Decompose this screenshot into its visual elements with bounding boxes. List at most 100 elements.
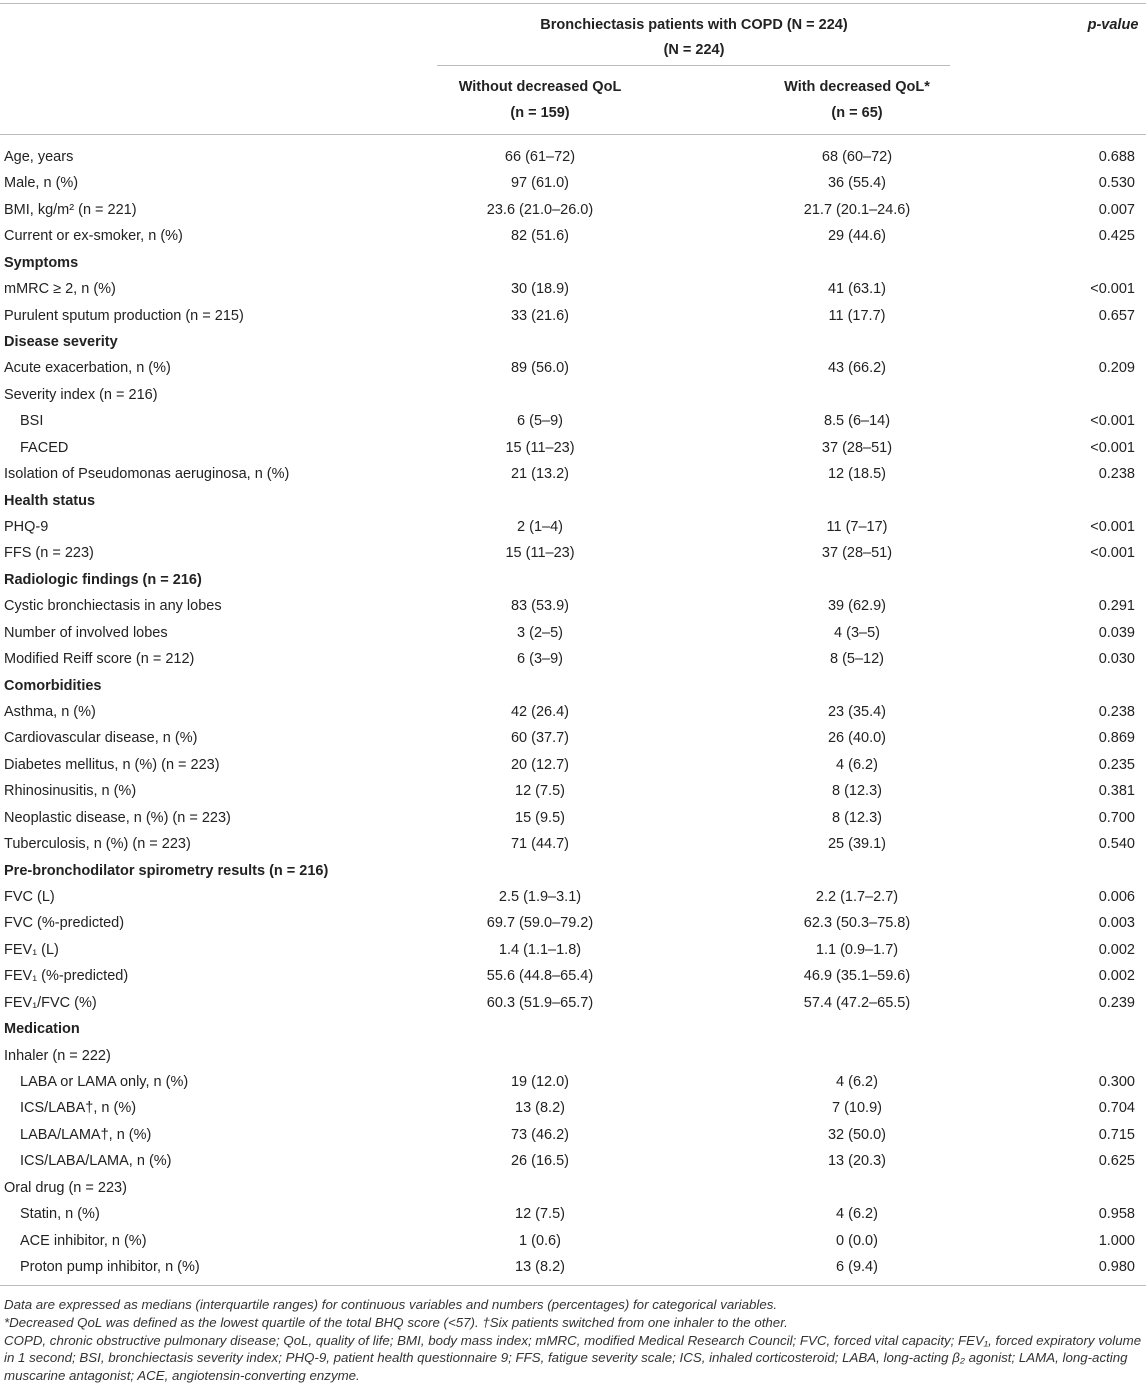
- section-label: Comorbidities: [4, 677, 102, 694]
- cell: 25 (39.1): [827, 836, 887, 853]
- row-label: FEV₁/FVC (%): [4, 994, 97, 1011]
- cell: 23 (35.4): [827, 704, 887, 720]
- p-value: 0.030: [1098, 651, 1135, 668]
- p-value: 0.700: [1098, 809, 1135, 826]
- cell: 7 (10.9): [832, 1100, 882, 1117]
- p-value: 0.958: [1098, 1206, 1135, 1223]
- row-label: Inhaler (n = 222): [4, 1047, 111, 1064]
- cell: 20 (12.7): [510, 756, 570, 773]
- p-value: <0.001: [1090, 413, 1135, 430]
- p-value: 0.704: [1098, 1100, 1135, 1117]
- cell: 12 (18.5): [827, 466, 887, 483]
- p-value: 0.238: [1098, 704, 1135, 720]
- p-value: 0.003: [1098, 915, 1135, 932]
- cell: 30 (18.9): [510, 281, 570, 298]
- row-label: ACE inhibitor, n (%): [20, 1232, 147, 1249]
- row-label: FVC (%-predicted): [4, 915, 125, 932]
- cell: 2.5 (1.9–3.1): [498, 889, 582, 905]
- cell: 12 (7.5): [515, 783, 565, 800]
- column-n: (n = 159): [510, 105, 570, 121]
- cell: 32 (50.0): [827, 1126, 887, 1143]
- row-label: Male, n (%): [4, 175, 79, 192]
- p-value: 0.425: [1098, 228, 1135, 245]
- p-value: 0.540: [1098, 836, 1135, 853]
- section-label: Health status: [4, 492, 96, 509]
- row-label: Statin, n (%): [20, 1206, 100, 1223]
- column-n: (n = 65): [831, 105, 883, 121]
- p-value: 0.007: [1098, 201, 1135, 218]
- row-label: Neoplastic disease, n (%) (n = 223): [4, 809, 231, 826]
- row-label: Acute exacerbation, n (%): [4, 360, 171, 377]
- cell: 19 (12.0): [510, 1074, 570, 1090]
- cell: 89 (56.0): [510, 360, 570, 377]
- cell: 8 (12.3): [832, 809, 882, 826]
- cell: 0 (0.0): [836, 1232, 878, 1249]
- footnote: Data are expressed as medians (interquar…: [4, 1297, 778, 1312]
- cell: 1 (0.6): [519, 1232, 561, 1249]
- footnotes: Data are expressed as medians (interquar…: [4, 1296, 1144, 1385]
- row-label: Isolation of Pseudomonas aeruginosa, n (…: [4, 466, 290, 483]
- row-label: Cardiovascular disease, n (%): [4, 730, 198, 747]
- cell: 57.4 (47.2–65.5): [803, 994, 911, 1011]
- cell: 62.3 (50.3–75.8): [803, 915, 911, 932]
- p-value: <0.001: [1090, 439, 1135, 456]
- cell: 15 (11–23): [505, 439, 575, 456]
- p-value: 0.869: [1098, 730, 1135, 747]
- p-value: 0.002: [1098, 941, 1135, 958]
- cell: 71 (44.7): [510, 836, 570, 853]
- cell: 23.6 (21.0–26.0): [486, 201, 594, 218]
- footnote: COPD, chronic obstructive pulmonary dise…: [4, 1332, 1142, 1384]
- cell: 15 (11–23): [505, 545, 575, 562]
- bottom-rule: [0, 1285, 1146, 1286]
- cell: 4 (6.2): [836, 1206, 878, 1223]
- cell: 26 (40.0): [827, 730, 887, 747]
- top-rule: [0, 3, 1146, 4]
- row-label: BSI: [20, 413, 44, 430]
- cell: 68 (60–72): [821, 149, 893, 165]
- section-label: Radiologic findings (n = 216): [4, 571, 202, 588]
- cell: 6 (5–9): [517, 413, 563, 430]
- cell: 12 (7.5): [515, 1206, 565, 1223]
- row-label: Purulent sputum production (n = 215): [4, 307, 244, 324]
- section-label: Pre-bronchodilator spirometry results (n…: [4, 862, 329, 879]
- pvalue-header: p-value: [1087, 17, 1139, 33]
- p-value: 0.039: [1098, 624, 1135, 641]
- column-header: Without decreased QoL: [458, 79, 622, 95]
- p-value: 0.209: [1098, 360, 1135, 377]
- p-value: 0.980: [1098, 1259, 1135, 1275]
- row-label: FEV₁ (%-predicted): [4, 968, 129, 985]
- cell: 11 (7–17): [826, 519, 888, 535]
- cell: 69.7 (59.0–79.2): [486, 915, 594, 932]
- p-value: 0.657: [1098, 307, 1135, 324]
- cell: 1.4 (1.1–1.8): [498, 941, 582, 958]
- row-label: Modified Reiff score (n = 212): [4, 651, 195, 668]
- cell: 29 (44.6): [827, 228, 887, 245]
- p-value: 0.715: [1098, 1126, 1135, 1143]
- row-label: FEV₁ (L): [4, 941, 59, 958]
- cell: 33 (21.6): [510, 307, 570, 324]
- group-rule: [437, 65, 950, 66]
- p-value: 0.688: [1098, 149, 1135, 165]
- cell: 3 (2–5): [517, 624, 563, 641]
- p-value: 0.625: [1098, 1153, 1135, 1170]
- row-label: Age, years: [4, 149, 74, 165]
- p-value: 1.000: [1098, 1232, 1135, 1249]
- footnote: *Decreased QoL was defined as the lowest…: [4, 1314, 788, 1330]
- row-label: ICS/LABA/LAMA, n (%): [20, 1153, 172, 1170]
- row-label: Diabetes mellitus, n (%) (n = 223): [4, 756, 220, 773]
- cell: 13 (8.2): [515, 1259, 565, 1275]
- cell: 4 (6.2): [836, 1074, 878, 1090]
- cell: 4 (3–5): [834, 624, 880, 641]
- row-label: Severity index (n = 216): [4, 386, 158, 403]
- cell: 15 (9.5): [515, 809, 565, 826]
- column-header: With decreased QoL*: [784, 79, 930, 95]
- p-value: 0.006: [1098, 889, 1135, 905]
- cell: 6 (9.4): [836, 1259, 878, 1275]
- p-value: 0.381: [1098, 783, 1135, 800]
- cell: 2.2 (1.7–2.7): [815, 889, 899, 905]
- cell: 37 (28–51): [821, 439, 893, 456]
- section-label: Disease severity: [4, 334, 118, 350]
- cell: 82 (51.6): [510, 228, 570, 245]
- cell: 60.3 (51.9–65.7): [486, 994, 594, 1011]
